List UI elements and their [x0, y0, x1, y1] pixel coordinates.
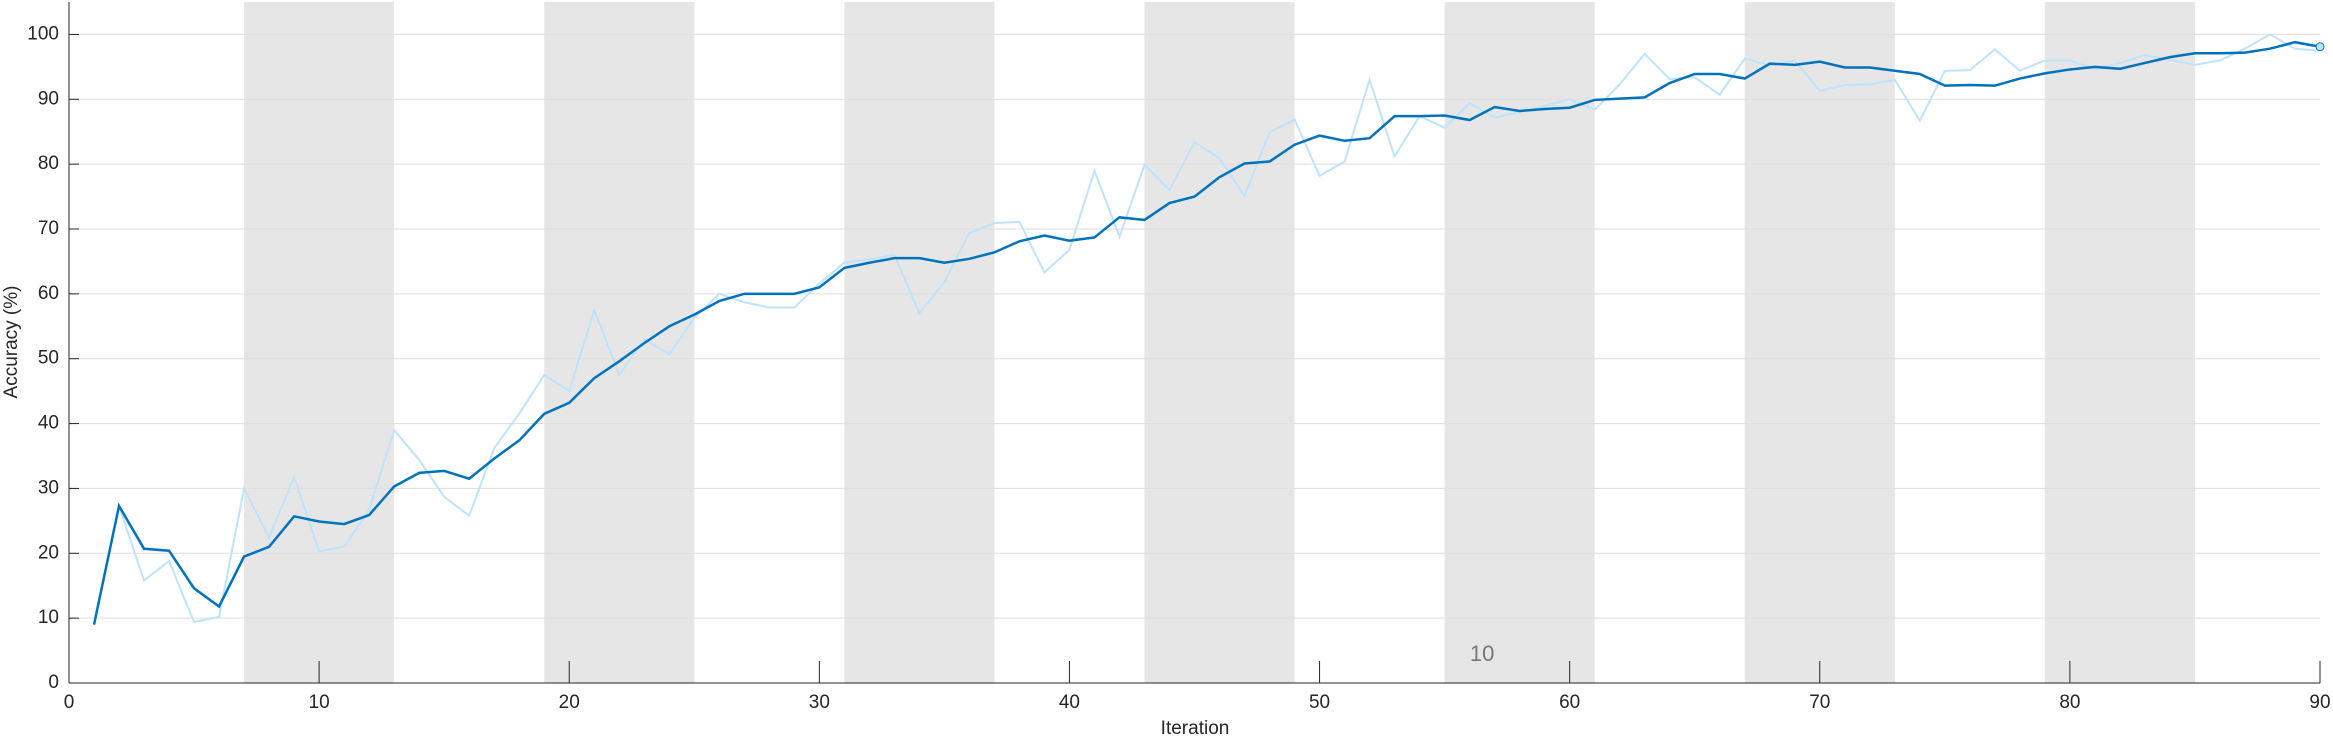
epoch-band: [1144, 2, 1295, 683]
x-tick-label: 60: [1559, 692, 1580, 713]
epoch-band: [1444, 2, 1595, 683]
epoch-band: [844, 2, 995, 683]
y-tick-label: 80: [38, 153, 59, 174]
x-tick-label: 20: [559, 692, 580, 713]
y-tick-label: 90: [38, 88, 59, 109]
line: [93, 33, 2321, 625]
x-tick-label: 30: [809, 692, 830, 713]
y-tick-label: 10: [38, 607, 59, 628]
y-tick-label: 70: [38, 218, 59, 239]
x-tick-label: 70: [1809, 692, 1830, 713]
y-axis-label: Accuracy (%): [1, 286, 22, 399]
y-tick-label: 0: [48, 672, 59, 693]
y-tick-label: 100: [27, 23, 59, 44]
epoch-band: [2044, 2, 2195, 683]
line: [92, 40, 2321, 625]
epoch-band: [544, 2, 695, 683]
x-axis-label: Iteration: [1161, 718, 1230, 739]
y-tick-label: 20: [38, 542, 59, 563]
last-point: [2315, 42, 2325, 52]
annotation: 10: [1470, 641, 1494, 666]
x-tick-label: 80: [2059, 692, 2080, 713]
epoch-band: [1744, 2, 1895, 683]
x-tick-label: 90: [2309, 692, 2330, 713]
x-tick-label: 0: [64, 692, 75, 713]
x-tick-label: 50: [1309, 692, 1330, 713]
x-tick-label: 10: [309, 692, 330, 713]
y-tick-label: 60: [38, 283, 59, 304]
x-tick-label: 40: [1059, 692, 1080, 713]
y-tick-label: 30: [38, 477, 59, 498]
y-tick-label: 50: [38, 348, 59, 369]
epoch-band: [244, 2, 395, 683]
y-tick-label: 40: [38, 413, 59, 434]
